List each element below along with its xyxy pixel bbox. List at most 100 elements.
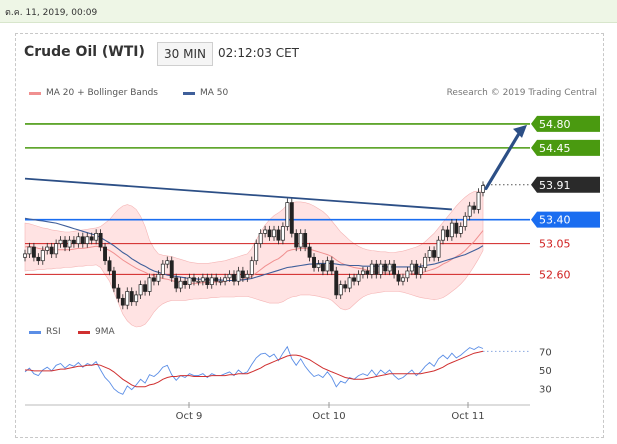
candle-body xyxy=(192,277,196,282)
candle-body xyxy=(467,205,472,217)
legend-bollinger: MA 20 + Bollinger Bands xyxy=(29,88,158,98)
price-tag-text-53.40: 53.40 xyxy=(539,214,571,227)
ma50-swatch xyxy=(183,91,195,95)
candle-body xyxy=(227,274,232,279)
candle-body xyxy=(449,222,454,238)
candle-body xyxy=(458,226,463,234)
candle-body xyxy=(178,280,183,289)
candle-body xyxy=(98,233,103,248)
candle-body xyxy=(387,263,392,272)
projection-arrow xyxy=(484,130,522,191)
candle-body xyxy=(272,229,276,238)
candle-body xyxy=(338,284,343,296)
rsi-ma-line xyxy=(25,350,484,388)
candle-body xyxy=(54,243,59,255)
price-label-53.05: 53.05 xyxy=(539,238,571,251)
candle-body xyxy=(463,215,468,227)
candle-body xyxy=(40,250,45,262)
candle-body xyxy=(307,246,312,258)
price-tag-54.45 xyxy=(531,139,600,156)
candle-body xyxy=(107,260,112,272)
candle-body xyxy=(49,246,54,255)
candle-body xyxy=(476,191,481,210)
candle-body xyxy=(223,277,228,282)
candle-body xyxy=(329,260,334,272)
candle-body xyxy=(303,233,308,248)
candle-body xyxy=(280,226,285,241)
candle-body xyxy=(85,236,90,244)
candle-body xyxy=(334,270,339,296)
rsi-tick-70: 70 xyxy=(539,347,552,358)
candle-body xyxy=(36,256,41,262)
header-timestamp: ต.ค. 11, 2019, 00:09 xyxy=(5,8,98,18)
candle-body xyxy=(285,202,290,227)
candle-body xyxy=(378,263,383,275)
rsi-tick-50: 50 xyxy=(539,366,552,377)
candle-body xyxy=(414,263,419,275)
price-tag-text-53.91: 53.91 xyxy=(539,179,571,192)
candle-body xyxy=(134,294,139,303)
candle-body xyxy=(165,260,170,265)
candle-body xyxy=(343,284,348,289)
candle-body xyxy=(392,263,397,275)
candle-body xyxy=(94,233,99,241)
x-tick-label: Oct 11 xyxy=(451,411,484,422)
candle-body xyxy=(365,270,370,275)
candle-body xyxy=(116,287,121,299)
candle-body xyxy=(352,277,356,282)
candle-body xyxy=(454,222,459,234)
price-tag-53.91 xyxy=(531,176,600,193)
candle-body xyxy=(401,277,405,282)
rsi-line xyxy=(24,345,484,395)
candle-body xyxy=(436,239,441,258)
candle-body xyxy=(156,274,161,282)
candle-body xyxy=(209,277,214,285)
candle-body xyxy=(143,284,148,292)
candle-body xyxy=(71,239,76,244)
candle-body xyxy=(347,277,352,289)
candle-body xyxy=(356,274,361,282)
candle-body xyxy=(205,277,210,285)
candle-body xyxy=(298,233,303,248)
candle-body xyxy=(383,263,388,272)
candle-body xyxy=(232,274,236,282)
price-tag-54.80 xyxy=(531,115,600,132)
legend-rsi-label: RSI xyxy=(46,327,61,337)
candle-body xyxy=(147,277,152,292)
candle-body xyxy=(45,246,50,251)
price-tag-53.40 xyxy=(531,211,600,228)
trendline xyxy=(24,177,452,211)
candle-body xyxy=(80,236,85,244)
candle-body xyxy=(276,229,281,241)
candle-body xyxy=(263,229,268,234)
candle-body xyxy=(174,277,179,289)
rsi-tick-30: 30 xyxy=(539,385,552,396)
candle-body xyxy=(294,233,299,248)
candle-body xyxy=(31,246,36,258)
candle-body xyxy=(254,243,259,262)
candle-body xyxy=(103,246,107,262)
candle-body xyxy=(289,202,294,234)
candle-body xyxy=(267,229,272,238)
candle-body xyxy=(152,277,156,282)
candle-body xyxy=(240,270,245,279)
candle-body xyxy=(76,236,81,244)
candle-body xyxy=(214,277,219,282)
interval-selector[interactable]: 30 MIN xyxy=(157,42,213,66)
candle-body xyxy=(360,270,365,275)
candle-body xyxy=(396,274,401,282)
candle-body xyxy=(418,267,423,275)
candle-body xyxy=(472,205,477,210)
legend-ma50: MA 50 xyxy=(183,88,228,98)
clock-readout: 02:12:03 CET xyxy=(218,46,299,60)
candle-body xyxy=(111,270,116,289)
bollinger-swatch xyxy=(29,91,41,95)
candle-body xyxy=(312,256,316,268)
candle-body xyxy=(325,260,330,272)
candle-body xyxy=(405,270,410,279)
bollinger-band xyxy=(24,190,484,328)
candle-body xyxy=(169,260,174,279)
candle-body xyxy=(196,280,201,283)
candle-body xyxy=(427,250,432,258)
